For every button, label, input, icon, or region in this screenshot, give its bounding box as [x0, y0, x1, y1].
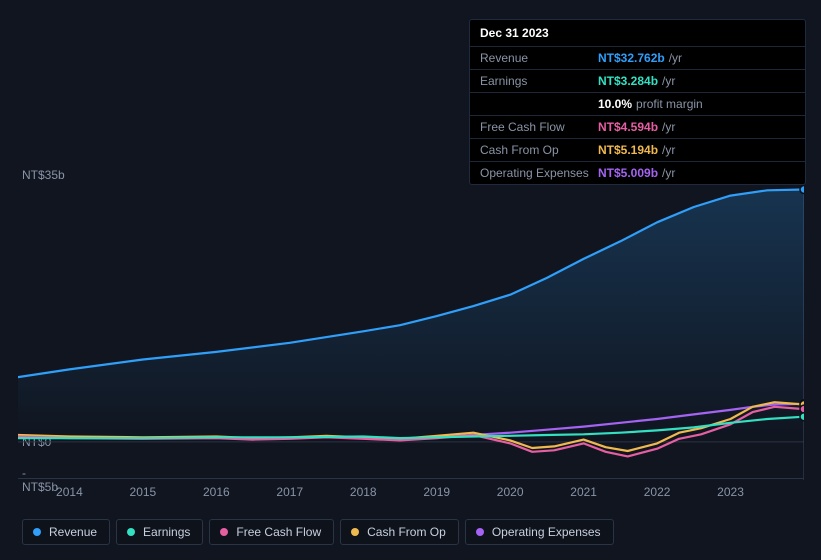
legend-dot-icon [220, 528, 228, 536]
x-axis-label: 2020 [497, 485, 524, 499]
x-axis-label: 2017 [276, 485, 303, 499]
tooltip-date: Dec 31 2023 [470, 20, 805, 46]
legend-item-free_cash_flow[interactable]: Free Cash Flow [209, 519, 334, 545]
x-axis-label: 2022 [644, 485, 671, 499]
tooltip-row: Free Cash FlowNT$4.594b/yr [470, 115, 805, 138]
chart-container: { "tooltip": { "date": "Dec 31 2023", "r… [0, 0, 821, 560]
tooltip-row: Cash From OpNT$5.194b/yr [470, 138, 805, 161]
legend-label: Operating Expenses [492, 525, 601, 539]
chart-svg [18, 175, 804, 480]
series-endpoint-earnings [800, 413, 804, 421]
legend-label: Earnings [143, 525, 190, 539]
x-axis-line [18, 478, 804, 479]
tooltip-row: EarningsNT$3.284b/yr [470, 69, 805, 92]
x-axis-label: 2014 [56, 485, 83, 499]
x-axis-labels: 2014 2015 2016 2017 2018 2019 2020 2021 2022 2023 [0, 485, 821, 501]
tooltip-row-label: Earnings [480, 74, 598, 88]
legend-dot-icon [33, 528, 41, 536]
legend-dot-icon [127, 528, 135, 536]
tooltip-row-value: 10.0%profit margin [598, 97, 703, 111]
tooltip-row-value: NT$3.284b/yr [598, 74, 675, 88]
chart-plot-area [18, 175, 804, 480]
legend-label: Revenue [49, 525, 97, 539]
legend-item-operating_expenses[interactable]: Operating Expenses [465, 519, 614, 545]
x-axis-label: 2021 [570, 485, 597, 499]
legend-dot-icon [476, 528, 484, 536]
legend-item-earnings[interactable]: Earnings [116, 519, 203, 545]
tooltip-row-value: NT$4.594b/yr [598, 120, 675, 134]
x-axis-label: 2019 [423, 485, 450, 499]
hover-tooltip: Dec 31 2023 RevenueNT$32.762b/yrEarnings… [469, 19, 806, 185]
tooltip-row-value: NT$5.009b/yr [598, 166, 675, 180]
x-axis-label: 2018 [350, 485, 377, 499]
legend-item-revenue[interactable]: Revenue [22, 519, 110, 545]
tooltip-row: RevenueNT$32.762b/yr [470, 46, 805, 69]
tooltip-row-label [480, 97, 598, 111]
tooltip-row-label: Operating Expenses [480, 166, 598, 180]
tooltip-row-label: Cash From Op [480, 143, 598, 157]
legend-item-cash_from_op[interactable]: Cash From Op [340, 519, 459, 545]
legend-dot-icon [351, 528, 359, 536]
x-axis-label: 2015 [130, 485, 157, 499]
legend-label: Cash From Op [367, 525, 446, 539]
tooltip-row-value: NT$5.194b/yr [598, 143, 675, 157]
series-endpoint-revenue [800, 186, 804, 194]
tooltip-row: 10.0%profit margin [470, 92, 805, 115]
tooltip-row-label: Revenue [480, 51, 598, 65]
tooltip-row: Operating ExpensesNT$5.009b/yr [470, 161, 805, 184]
x-axis-label: 2016 [203, 485, 230, 499]
x-axis-label: 2023 [717, 485, 744, 499]
legend-label: Free Cash Flow [236, 525, 321, 539]
tooltip-row-value: NT$32.762b/yr [598, 51, 682, 65]
chart-legend: Revenue Earnings Free Cash Flow Cash From O… [22, 519, 614, 545]
tooltip-row-label: Free Cash Flow [480, 120, 598, 134]
series-endpoint-free_cash_flow [800, 405, 804, 413]
